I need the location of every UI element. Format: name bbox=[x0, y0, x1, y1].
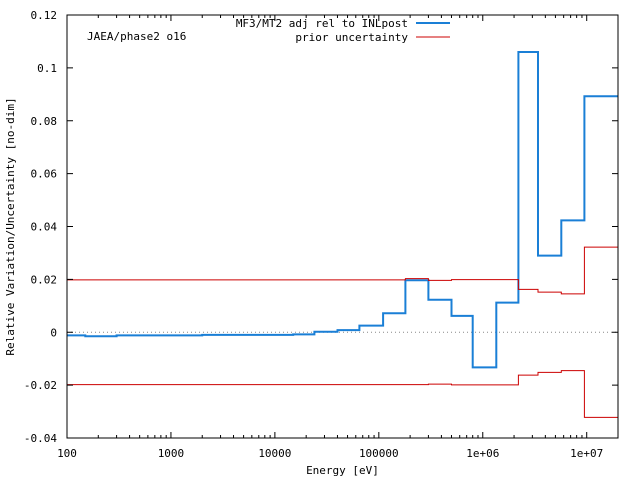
y-tick-label: 0.06 bbox=[31, 168, 58, 181]
x-tick-label: 1e+07 bbox=[570, 447, 603, 460]
y-tick-label: 0.08 bbox=[31, 115, 58, 128]
series-line-0 bbox=[67, 51, 618, 369]
y-tick-label: 0.02 bbox=[31, 273, 58, 286]
x-axis-title: Energy [eV] bbox=[306, 464, 379, 477]
x-tick-label: 100 bbox=[57, 447, 77, 460]
legend-label-adj: MF3/MT2 adj rel to INLpost bbox=[236, 17, 408, 30]
y-tick-label: 0.12 bbox=[31, 9, 58, 22]
legend: MF3/MT2 adj rel to INLpost prior uncerta… bbox=[236, 17, 450, 44]
x-tick-label: 1000 bbox=[158, 447, 185, 460]
series-layer bbox=[67, 51, 618, 418]
series-line-2 bbox=[67, 370, 618, 418]
y-tick-label: -0.02 bbox=[24, 379, 57, 392]
y-tick-label: 0 bbox=[50, 326, 57, 339]
y-tick-label: 0.1 bbox=[37, 62, 57, 75]
y-tick-label: -0.04 bbox=[24, 432, 57, 445]
x-tick-label: 1e+06 bbox=[466, 447, 499, 460]
y-tick-label: 0.04 bbox=[31, 221, 58, 234]
legend-label-prior: prior uncertainty bbox=[295, 31, 408, 44]
x-tick-label: 10000 bbox=[258, 447, 291, 460]
y-axis-title: Relative Variation/Uncertainty [no-dim] bbox=[4, 97, 17, 355]
chart-annotation: JAEA/phase2 o16 bbox=[87, 30, 186, 43]
series-line-1 bbox=[67, 246, 618, 295]
x-tick-label: 100000 bbox=[359, 447, 399, 460]
